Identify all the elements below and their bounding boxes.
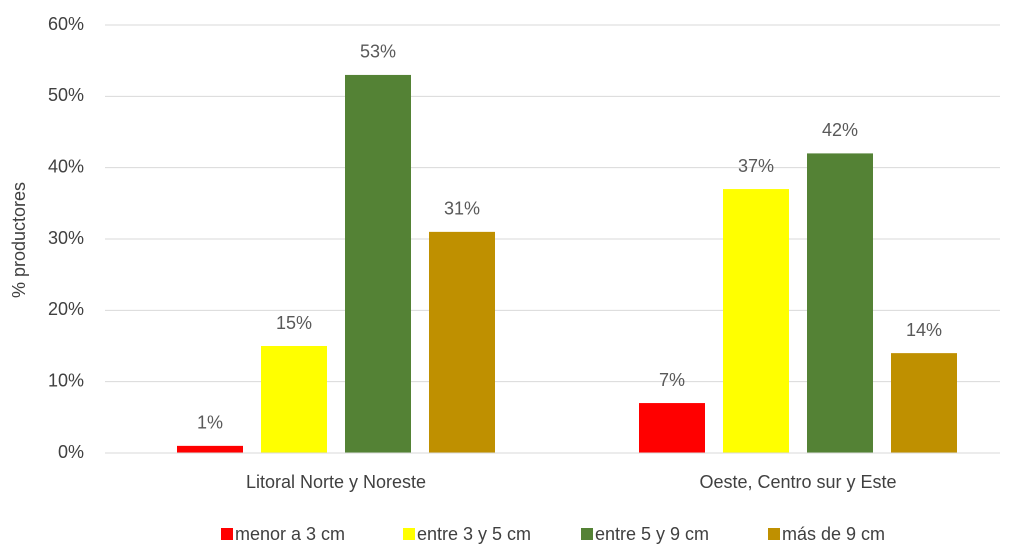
value-label: 31% [444, 199, 480, 219]
y-tick-label: 30% [48, 228, 84, 248]
y-tick-label: 50% [48, 85, 84, 105]
y-axis-title: % productores [9, 182, 29, 298]
bar [429, 231, 495, 453]
y-tick-label: 10% [48, 370, 84, 390]
legend-label: entre 3 y 5 cm [417, 524, 531, 544]
bar [639, 403, 705, 453]
legend-swatch [581, 528, 593, 540]
bar [345, 74, 411, 453]
y-tick-label: 20% [48, 299, 84, 319]
legend-label: entre 5 y 9 cm [595, 524, 709, 544]
bar [261, 346, 327, 453]
value-label: 7% [659, 370, 685, 390]
x-tick-label: Litoral Norte y Noreste [246, 472, 426, 492]
bar [177, 445, 243, 453]
y-tick-label: 0% [58, 442, 84, 462]
bar [807, 153, 873, 453]
value-label: 42% [822, 120, 858, 140]
value-label: 15% [276, 313, 312, 333]
legend-swatch [403, 528, 415, 540]
legend-swatch [221, 528, 233, 540]
value-label: 53% [360, 42, 396, 62]
bar [723, 189, 789, 454]
legend-label: menor a 3 cm [235, 524, 345, 544]
value-label: 1% [197, 413, 223, 433]
bar [891, 353, 957, 453]
legend-label: más de 9 cm [782, 524, 885, 544]
value-label: 37% [738, 156, 774, 176]
legend-swatch [768, 528, 780, 540]
y-tick-label: 40% [48, 156, 84, 176]
value-label: 14% [906, 320, 942, 340]
y-tick-label: 60% [48, 14, 84, 34]
x-tick-label: Oeste, Centro sur y Este [699, 472, 896, 492]
